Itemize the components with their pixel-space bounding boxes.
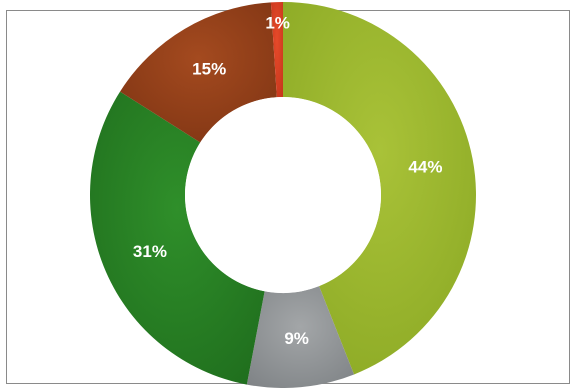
slice-label-31pct: 31% (133, 242, 167, 261)
donut-slices (90, 2, 476, 388)
slice-label-1pct: 1% (265, 14, 290, 33)
donut-slice-1pct (270, 2, 283, 98)
donut-slice-9pct (246, 286, 355, 388)
donut-slice-44pct (283, 2, 476, 375)
slice-label-15pct: 15% (192, 60, 226, 79)
slice-label-9pct: 9% (284, 329, 309, 348)
slice-label-44pct: 44% (408, 157, 442, 176)
donut-slice-31pct (90, 91, 265, 385)
slice-labels: 44% 9% 31% 15% 1% (133, 14, 443, 348)
donut-hole (185, 97, 381, 293)
donut-slice-15pct (120, 2, 277, 143)
